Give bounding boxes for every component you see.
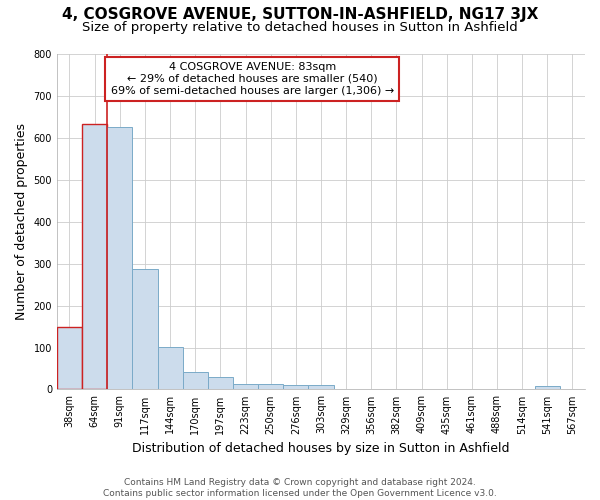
Text: Contains HM Land Registry data © Crown copyright and database right 2024.
Contai: Contains HM Land Registry data © Crown c… (103, 478, 497, 498)
Bar (133, 268, 158, 390)
Bar (258, 384, 283, 390)
Bar (57, 328, 82, 390)
Bar (308, 385, 334, 390)
Bar (233, 384, 258, 390)
Y-axis label: Number of detached properties: Number of detached properties (15, 123, 28, 320)
Text: Size of property relative to detached houses in Sutton in Ashfield: Size of property relative to detached ho… (82, 21, 518, 34)
Text: 4, COSGROVE AVENUE, SUTTON-IN-ASHFIELD, NG17 3JX: 4, COSGROVE AVENUE, SUTTON-IN-ASHFIELD, … (62, 8, 538, 22)
Bar (107, 128, 133, 390)
X-axis label: Distribution of detached houses by size in Sutton in Ashfield: Distribution of detached houses by size … (132, 442, 510, 455)
Bar (182, 372, 208, 390)
Bar (82, 124, 107, 390)
Text: 4 COSGROVE AVENUE: 83sqm
← 29% of detached houses are smaller (540)
69% of semi-: 4 COSGROVE AVENUE: 83sqm ← 29% of detach… (110, 62, 394, 96)
Bar (283, 385, 308, 390)
Bar (158, 347, 182, 390)
Bar (535, 386, 560, 390)
Bar (359, 388, 384, 390)
Bar (208, 378, 233, 390)
